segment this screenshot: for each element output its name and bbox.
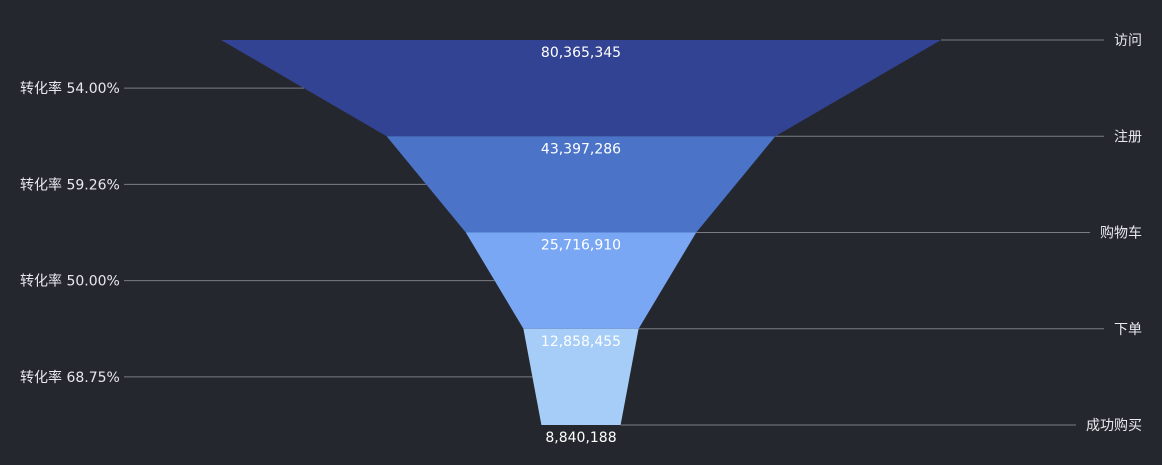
value-label-0: 80,365,345	[541, 45, 621, 61]
stage-label-2: 购物车	[1100, 225, 1142, 242]
funnel-segment-2	[465, 232, 697, 329]
funnel-segment-1	[386, 136, 776, 233]
value-label-4: 8,840,188	[545, 430, 616, 446]
funnel-segment-0	[221, 40, 941, 137]
stage-label-0: 访问	[1114, 33, 1142, 49]
conversion-rate-label-3: 转化率 68.75%	[20, 369, 120, 386]
stage-label-1: 注册	[1114, 129, 1142, 145]
value-label-2: 25,716,910	[541, 238, 621, 254]
conversion-rate-label-0: 转化率 54.00%	[20, 80, 120, 97]
stage-label-3: 下单	[1114, 322, 1142, 338]
conversion-rate-label-2: 转化率 50.00%	[20, 273, 120, 290]
value-label-3: 12,858,455	[541, 334, 621, 350]
conversion-rate-label-1: 转化率 59.26%	[20, 176, 120, 193]
funnel-segment-3	[523, 328, 639, 425]
stage-label-4: 成功购买	[1086, 418, 1142, 434]
value-label-1: 43,397,286	[541, 141, 621, 157]
